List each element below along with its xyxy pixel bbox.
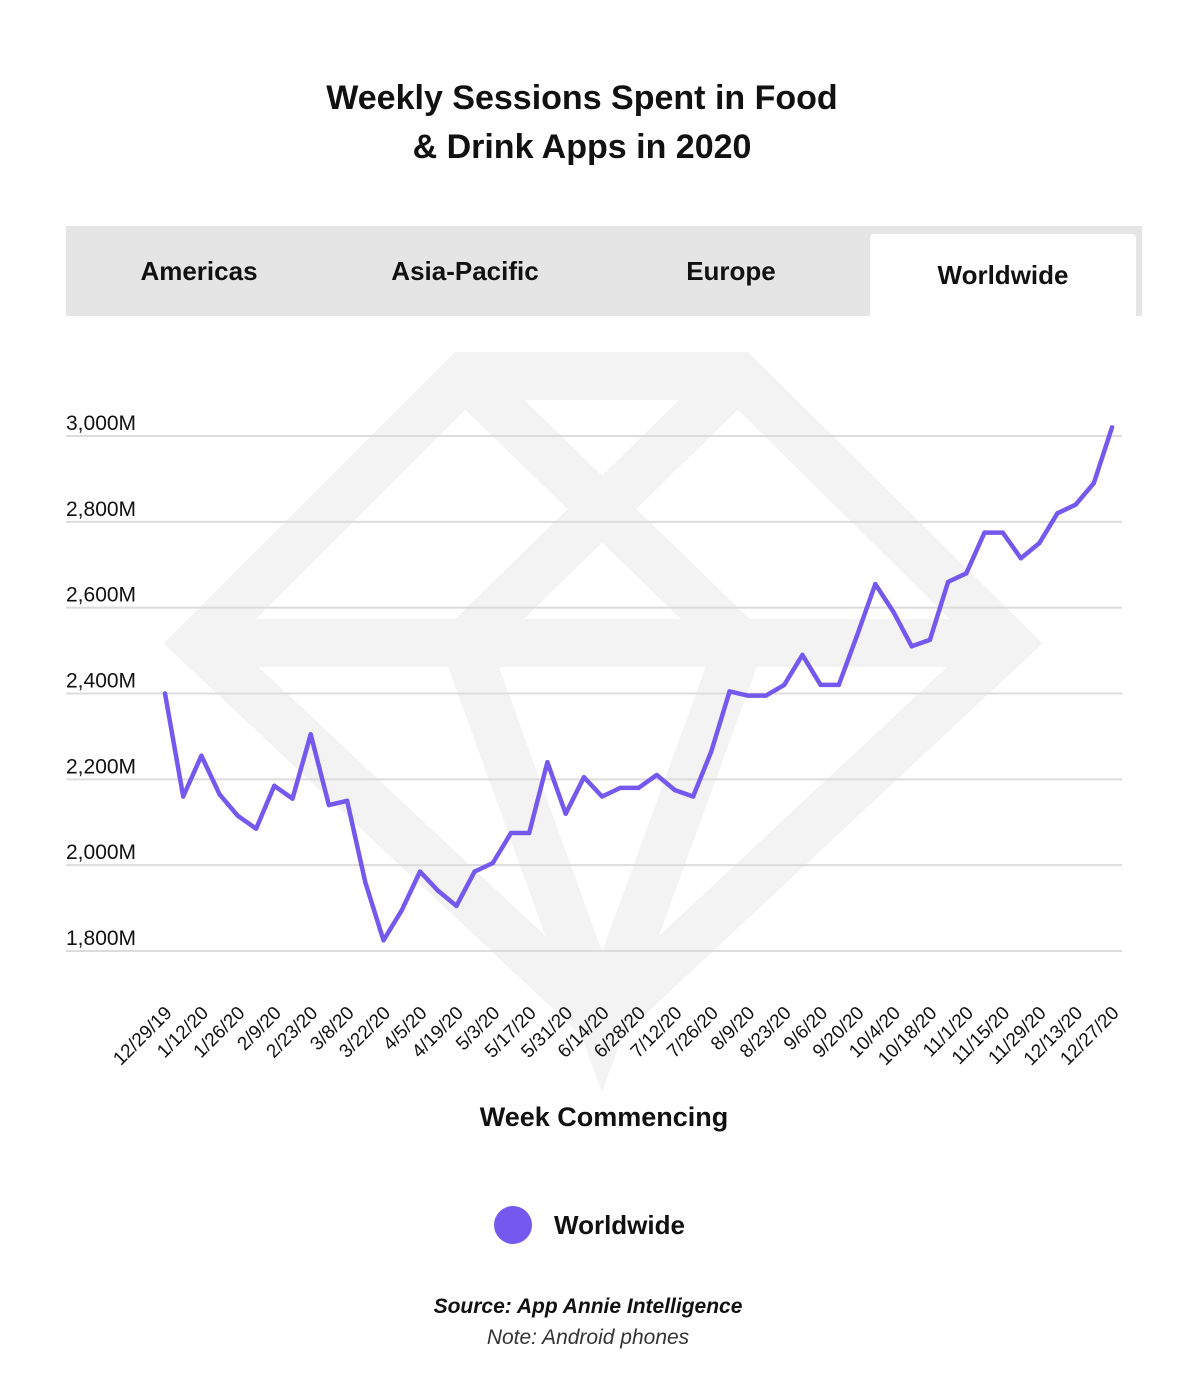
gem-outline — [163, 352, 1043, 1055]
data-point — [599, 794, 605, 799]
data-point — [253, 826, 259, 831]
data-point — [1073, 502, 1078, 507]
data-point — [781, 682, 787, 688]
data-point — [563, 811, 568, 816]
y-tick-label: 2,400M — [66, 670, 136, 693]
line-chart: 1,800M 2,000M 2,200M 2,400M 2,600M 2,800M 3,00… — [66, 352, 1124, 1093]
chart-title-line-2: & Drink Apps in 2020 — [412, 128, 752, 166]
data-point — [326, 802, 332, 808]
y-tick-label: 3,000M — [66, 412, 136, 435]
data-point — [290, 796, 295, 801]
data-point — [454, 903, 459, 909]
tab-europe[interactable]: Europe — [686, 255, 776, 286]
chart-title-line-1: Weekly Sessions Spent in Food — [326, 79, 838, 117]
series-worldwide — [162, 425, 1115, 943]
source-text: Source: App Annie Intelligence — [433, 1295, 743, 1318]
y-tick-label: 2,000M — [66, 841, 136, 864]
tab-worldwide[interactable]: Worldwide — [870, 234, 1136, 316]
region-tabs: Americas Asia-Pacific Europe Worldwide — [66, 226, 1142, 316]
data-point — [690, 794, 696, 799]
data-point — [763, 693, 769, 698]
y-tick-label: 2,600M — [66, 584, 136, 607]
data-point — [836, 682, 842, 688]
data-point — [545, 759, 550, 765]
y-tick-label: 1,800M — [66, 927, 136, 950]
note-text: Note: Android phones — [486, 1326, 690, 1349]
grid-lines — [66, 435, 1122, 952]
data-point — [818, 682, 823, 688]
data-point — [1018, 556, 1024, 561]
data-point — [636, 785, 641, 791]
data-point — [745, 693, 750, 698]
data-point — [854, 633, 860, 638]
data-point — [308, 732, 313, 737]
data-point — [909, 644, 914, 649]
data-point — [982, 530, 987, 535]
data-point — [381, 938, 386, 943]
data-point — [199, 753, 204, 758]
data-point — [399, 908, 404, 913]
tab-asia-pacific[interactable]: Asia-Pacific — [391, 255, 539, 286]
data-point — [490, 860, 496, 866]
y-axis-labels: 1,800M 2,000M 2,200M 2,400M 2,600M 2,800M 3,00… — [66, 412, 136, 950]
chart-title: Weekly Sessions Spent in Food & Drink Ap… — [0, 74, 1164, 172]
data-point — [927, 637, 933, 643]
data-point — [417, 869, 423, 874]
data-point — [1036, 541, 1042, 546]
data-point — [344, 798, 350, 803]
data-point — [508, 830, 514, 836]
data-point — [709, 749, 714, 754]
y-tick-label: 2,200M — [66, 755, 136, 778]
data-point — [672, 787, 678, 793]
data-point — [945, 579, 951, 585]
data-point — [363, 880, 368, 885]
data-point — [618, 785, 623, 791]
legend-label: Worldwide — [554, 1209, 685, 1240]
data-point — [1109, 425, 1115, 430]
data-point — [272, 783, 277, 788]
data-point — [891, 609, 896, 615]
legend-swatch — [494, 1206, 532, 1244]
data-point — [1000, 530, 1005, 535]
x-axis-title: Week Commencing — [479, 1102, 729, 1132]
data-point — [654, 772, 659, 778]
data-point — [800, 652, 805, 658]
data-point — [472, 869, 477, 874]
data-point — [873, 581, 878, 587]
tab-americas[interactable]: Americas — [140, 255, 258, 286]
data-point — [435, 888, 441, 894]
gem-facets — [437, 358, 768, 1093]
data-point — [527, 830, 532, 836]
gem-icon — [163, 352, 1043, 1093]
data-point — [1055, 511, 1060, 516]
data-point — [581, 774, 587, 780]
data-point — [217, 792, 222, 797]
data-point — [964, 571, 969, 576]
y-tick-label: 2,800M — [66, 498, 136, 521]
data-point — [162, 691, 168, 696]
legend: Worldwide — [494, 1206, 685, 1244]
data-point — [235, 813, 241, 819]
data-point — [727, 689, 732, 694]
data-point — [1091, 481, 1096, 486]
data-point — [181, 794, 186, 799]
